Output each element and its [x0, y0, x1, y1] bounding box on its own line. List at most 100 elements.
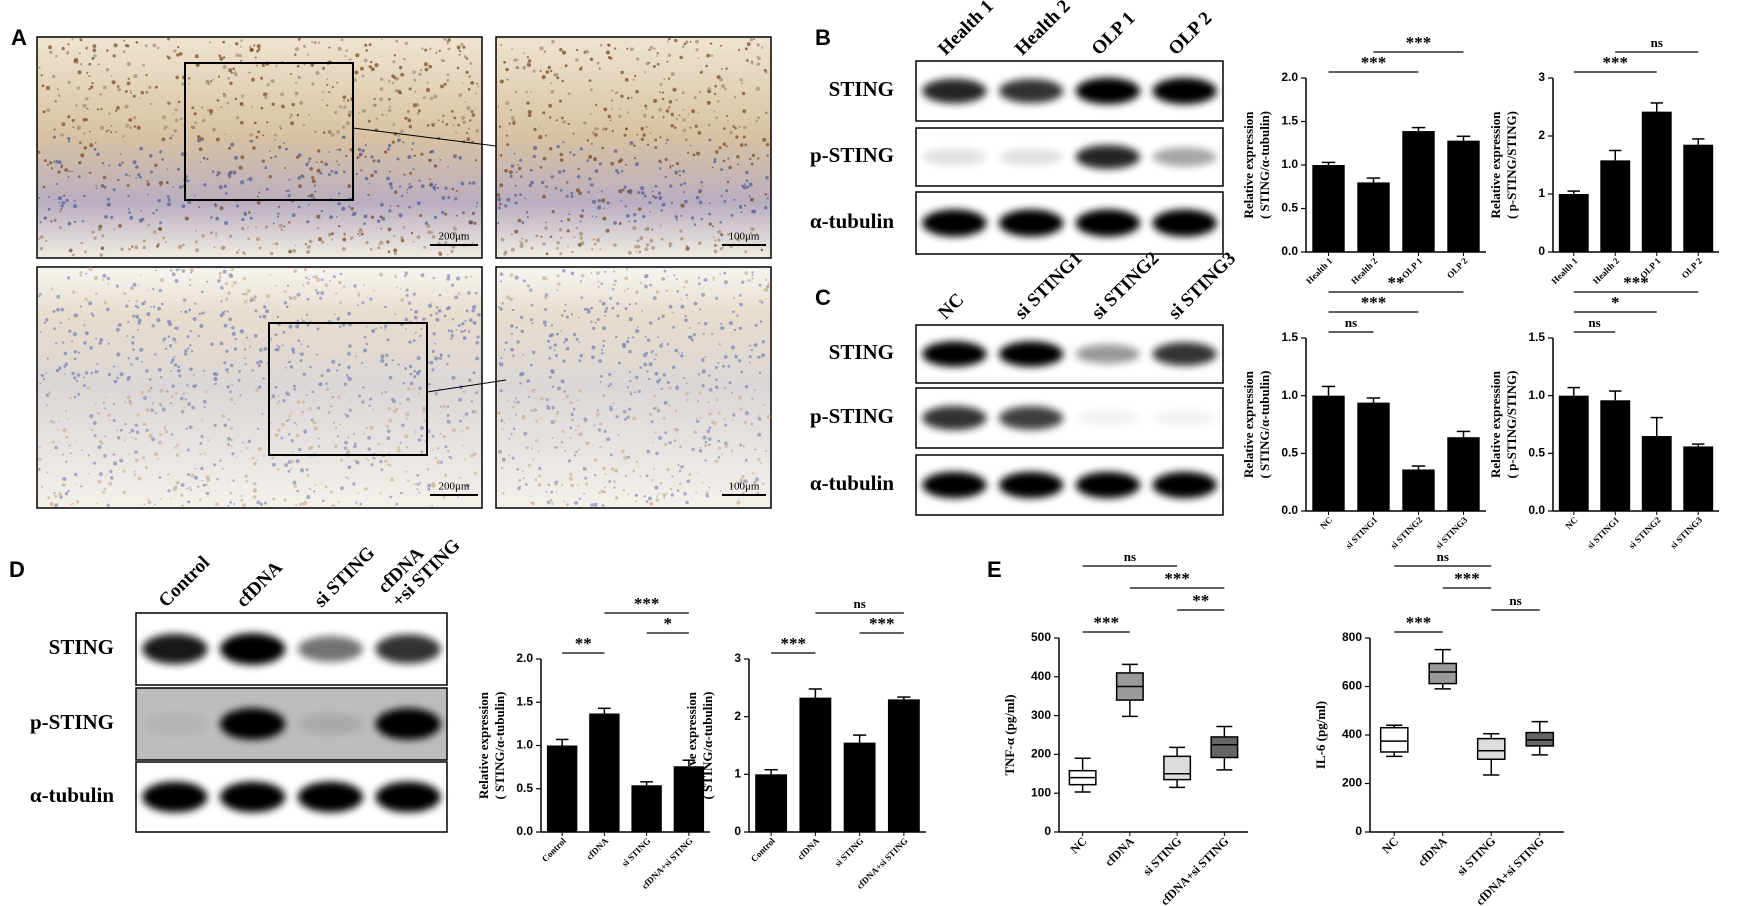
cell	[635, 500, 637, 503]
cell	[527, 464, 531, 467]
blot-band	[998, 209, 1064, 237]
cell	[539, 70, 542, 73]
cell	[561, 79, 564, 83]
cell	[187, 448, 190, 452]
cell	[648, 201, 652, 205]
cell	[623, 417, 628, 421]
cell	[293, 269, 298, 273]
cell	[691, 447, 695, 452]
cell	[685, 293, 688, 297]
cell	[87, 472, 90, 475]
cell	[675, 98, 678, 102]
cell	[288, 295, 291, 298]
cell	[750, 62, 754, 65]
cell	[713, 249, 718, 254]
cell	[47, 196, 50, 199]
cell	[396, 204, 400, 208]
cell	[152, 43, 157, 48]
cell	[682, 128, 687, 133]
box	[1428, 662, 1458, 685]
cell	[326, 78, 329, 80]
cell	[145, 90, 149, 95]
cell	[707, 89, 712, 94]
y-tick-label: 1.0	[1281, 388, 1298, 402]
cell	[699, 416, 702, 419]
cell	[292, 480, 297, 485]
cell	[532, 350, 536, 354]
cell	[628, 317, 633, 322]
cell	[740, 370, 744, 374]
cell	[663, 78, 666, 81]
cell	[316, 353, 319, 356]
blot-band	[922, 209, 987, 237]
cell	[159, 150, 163, 154]
cell	[230, 269, 233, 271]
cell	[405, 328, 407, 330]
cell	[80, 274, 82, 277]
cell	[39, 246, 44, 251]
cell	[201, 311, 205, 315]
cell	[569, 151, 572, 154]
cell	[122, 50, 126, 54]
cell	[446, 79, 450, 82]
cell	[569, 472, 573, 476]
cell	[78, 161, 82, 165]
panel-label: B	[815, 25, 831, 50]
cell	[257, 130, 261, 134]
cell	[695, 417, 698, 419]
cell	[651, 116, 654, 119]
cell	[475, 159, 478, 162]
cell	[393, 235, 396, 238]
cell	[613, 47, 617, 50]
cell	[437, 119, 440, 121]
cell	[380, 468, 384, 472]
cell	[157, 198, 161, 203]
cell	[194, 121, 197, 125]
cell	[648, 496, 652, 501]
cell	[132, 160, 137, 165]
cell	[334, 313, 336, 316]
cell	[442, 404, 447, 409]
cell	[556, 240, 560, 245]
cell	[429, 47, 432, 50]
cell	[739, 407, 743, 411]
cell	[650, 420, 654, 424]
cell	[640, 186, 645, 191]
cell	[664, 175, 667, 179]
cell	[427, 230, 432, 235]
cell	[516, 468, 520, 471]
cell	[271, 394, 276, 399]
cell	[440, 59, 444, 62]
cell	[679, 183, 683, 186]
cell	[388, 97, 391, 101]
cell	[83, 132, 86, 135]
cell	[756, 43, 760, 47]
cell	[722, 159, 726, 163]
cell	[366, 426, 368, 429]
cell	[239, 45, 242, 48]
histology-overlay: 200μm 100μm 200μm 100μm	[184, 62, 766, 496]
cell	[562, 141, 565, 144]
cell	[689, 327, 691, 329]
cell	[744, 143, 748, 147]
cell	[325, 382, 328, 385]
cell	[726, 180, 730, 184]
cell	[244, 357, 247, 360]
cell	[328, 151, 331, 153]
cell	[98, 341, 102, 345]
cell	[317, 149, 321, 153]
cell	[695, 48, 699, 52]
cell	[301, 410, 305, 414]
cell	[387, 429, 391, 433]
cell	[419, 425, 424, 431]
cell	[126, 61, 131, 67]
cell	[258, 246, 262, 250]
cell	[128, 299, 130, 302]
cell	[341, 135, 345, 139]
cell	[497, 411, 501, 415]
cell	[620, 169, 624, 173]
cell	[515, 413, 517, 416]
cell	[126, 334, 129, 337]
cell	[604, 309, 608, 313]
cell	[515, 326, 518, 329]
